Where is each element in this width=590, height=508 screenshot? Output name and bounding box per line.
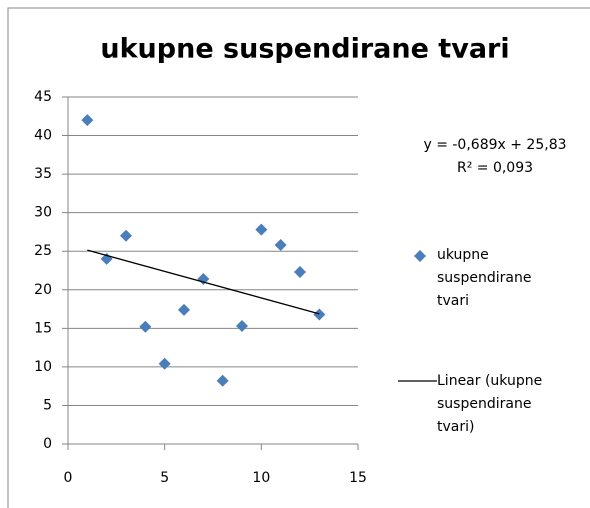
y-tick-label: 35	[34, 166, 52, 182]
point	[294, 266, 306, 279]
y-tick-label: 40	[34, 128, 52, 144]
x-tick-label: 10	[252, 470, 270, 486]
y-tick-label: 25	[34, 243, 52, 259]
y-tick-label: 10	[34, 359, 52, 375]
x-tick-label: 5	[160, 470, 169, 486]
chart-title: ukupne suspendirane tvari	[100, 34, 509, 65]
point	[313, 308, 326, 321]
point	[158, 357, 171, 370]
trend-equation: y = -0,689x + 25,83	[423, 137, 566, 153]
legend-marker	[414, 250, 426, 262]
point	[120, 229, 132, 242]
point	[216, 374, 229, 387]
x-tick-label: 0	[64, 470, 73, 486]
y-tick-label: 0	[43, 436, 52, 452]
y-tick-label: 20	[34, 282, 52, 298]
y-tick-label: 5	[43, 397, 52, 413]
legend-label: Linear (ukupne suspendirane tvari)	[437, 373, 543, 435]
point	[255, 223, 268, 236]
y-tick-label: 30	[34, 205, 52, 221]
chart-border	[7, 7, 590, 508]
legend-label: ukupne suspendirane tvari	[437, 247, 532, 309]
trend-r2: R² = 0,093	[457, 160, 533, 176]
point	[197, 272, 210, 285]
y-tick-label: 15	[34, 320, 52, 336]
point	[139, 320, 152, 333]
point	[178, 303, 190, 316]
point	[236, 320, 248, 333]
point	[274, 239, 287, 252]
x-tick-label: 15	[349, 470, 367, 486]
point	[81, 114, 94, 127]
y-tick-label: 45	[34, 89, 52, 105]
trendline	[87, 249, 320, 315]
